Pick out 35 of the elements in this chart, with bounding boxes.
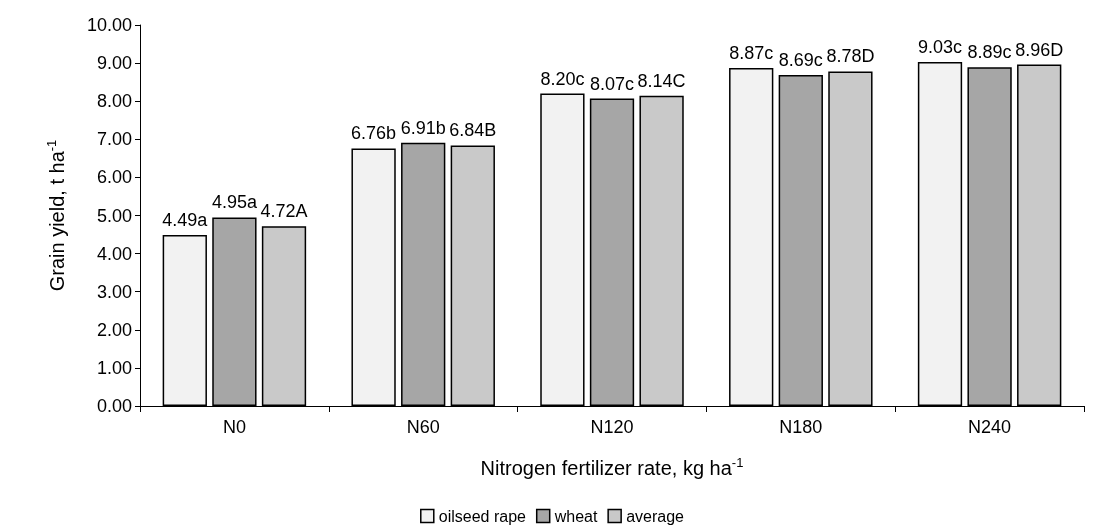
y-axis-title: Grain yield, t ha-1 bbox=[44, 139, 68, 292]
data-label: 4.49a bbox=[162, 209, 209, 230]
x-tick-label: N120 bbox=[590, 417, 634, 437]
x-tick-label: N240 bbox=[968, 417, 1012, 437]
data-label: 8.87c bbox=[729, 43, 774, 64]
legend-label: oilseed rape bbox=[438, 507, 527, 525]
x-tick-label: N60 bbox=[406, 417, 440, 437]
data-label: 8.78D bbox=[826, 46, 875, 67]
data-label: 6.84B bbox=[449, 120, 497, 141]
y-tick-label: 6.00 bbox=[96, 167, 132, 188]
data-label: 4.72A bbox=[260, 201, 308, 222]
y-tick-label: 8.00 bbox=[96, 91, 132, 112]
data-label: 9.03c bbox=[917, 36, 963, 57]
data-label: 6.91b bbox=[400, 117, 446, 138]
data-label: 8.14C bbox=[637, 70, 686, 91]
y-tick-label: 1.00 bbox=[96, 357, 132, 378]
y-tick-label: 5.00 bbox=[96, 205, 132, 226]
data-label: 8.20c bbox=[540, 68, 585, 89]
data-label: 8.96D bbox=[1015, 39, 1064, 60]
data-label: 4.95a bbox=[211, 192, 258, 213]
data-label: 6.76b bbox=[351, 123, 397, 144]
y-tick-label: 9.00 bbox=[96, 53, 132, 74]
data-label: 8.69c bbox=[778, 49, 823, 70]
y-tick-label: 10.00 bbox=[86, 15, 132, 35]
y-tick-label: 2.00 bbox=[96, 319, 132, 340]
data-label: 8.07c bbox=[589, 73, 635, 94]
legend-label: wheat bbox=[553, 507, 598, 525]
x-tick-label: N0 bbox=[222, 417, 246, 437]
legend-label: average bbox=[626, 507, 685, 525]
x-tick-label: N180 bbox=[779, 417, 823, 437]
y-tick-label: 4.00 bbox=[96, 243, 132, 264]
y-tick-label: 3.00 bbox=[96, 281, 132, 302]
data-label: 8.89c bbox=[967, 42, 1012, 63]
y-tick-label: 7.00 bbox=[96, 129, 132, 150]
y-tick-label: 0.00 bbox=[96, 396, 132, 416]
